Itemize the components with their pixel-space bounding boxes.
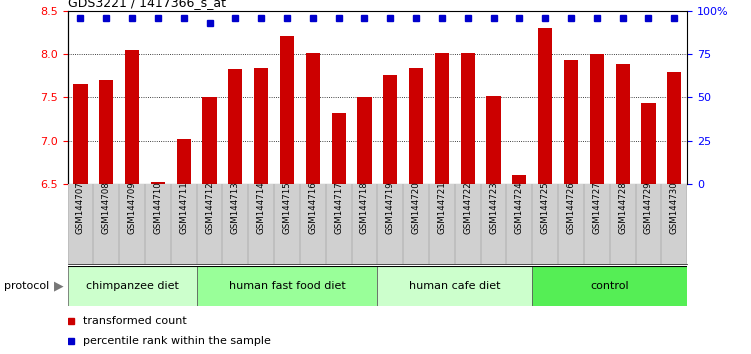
Bar: [331, 113, 345, 184]
Bar: [378, 266, 532, 306]
Text: transformed count: transformed count: [83, 316, 187, 326]
Text: ▶: ▶: [54, 279, 64, 292]
Text: human cafe diet: human cafe diet: [409, 281, 501, 291]
Bar: [197, 266, 378, 306]
Text: percentile rank within the sample: percentile rank within the sample: [83, 336, 271, 346]
Bar: [512, 176, 526, 184]
Bar: [176, 139, 191, 184]
Text: control: control: [590, 281, 629, 291]
Bar: [74, 84, 88, 184]
Bar: [125, 50, 139, 184]
Bar: [667, 72, 681, 184]
Text: GDS3221 / 1417366_s_at: GDS3221 / 1417366_s_at: [68, 0, 225, 10]
Bar: [435, 53, 449, 184]
Bar: [538, 28, 552, 184]
Bar: [532, 266, 687, 306]
Bar: [564, 60, 578, 184]
Bar: [383, 75, 397, 184]
Bar: [641, 103, 656, 184]
Bar: [151, 182, 165, 184]
Bar: [254, 68, 268, 184]
Bar: [357, 97, 372, 184]
Text: human fast food diet: human fast food diet: [228, 281, 345, 291]
Bar: [99, 80, 113, 184]
Text: chimpanzee diet: chimpanzee diet: [86, 281, 179, 291]
Bar: [487, 96, 501, 184]
Bar: [68, 266, 197, 306]
Bar: [280, 36, 294, 184]
Bar: [228, 69, 243, 184]
Bar: [203, 97, 217, 184]
Bar: [616, 64, 630, 184]
Bar: [409, 68, 424, 184]
Bar: [306, 53, 320, 184]
Text: protocol: protocol: [4, 281, 49, 291]
Bar: [590, 54, 604, 184]
Bar: [460, 53, 475, 184]
